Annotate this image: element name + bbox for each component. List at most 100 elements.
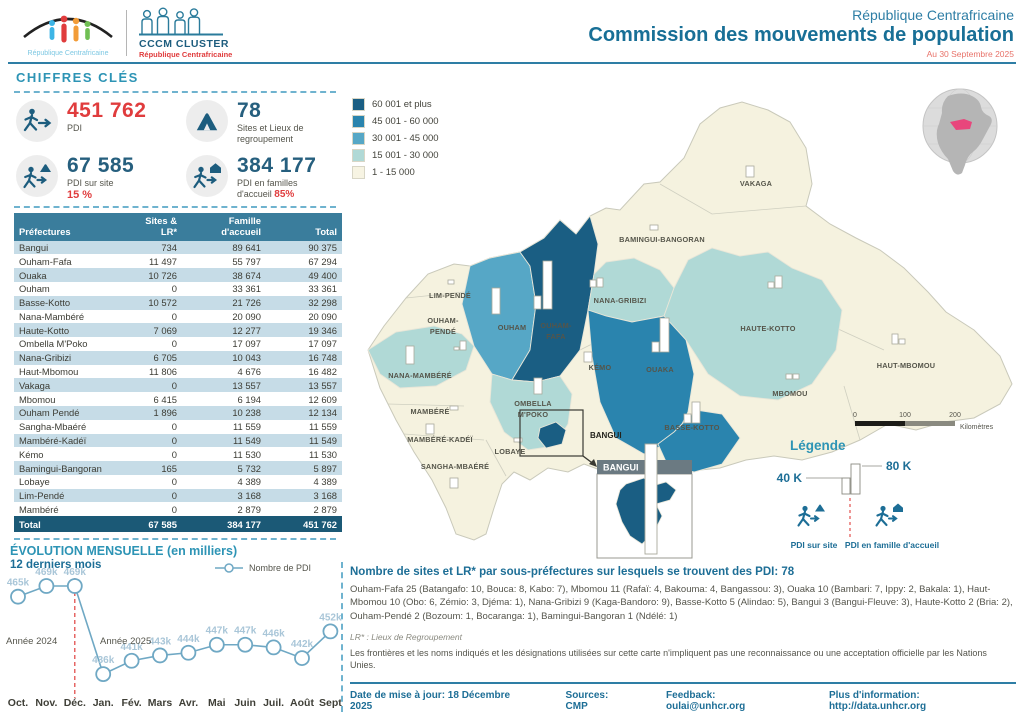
map-label-vakaga: VAKAGA [740,179,773,188]
table-cell: 16 482 [308,366,337,378]
x-axis-label: Juin [234,697,256,709]
table-cell: 0 [171,379,177,391]
legend-swatch [352,166,365,179]
pdi-trend-chart: 465k Oct. 469k Nov. 469k Déc. 436k Jan. 441k Fév.… [6,567,342,709]
sites-note-detail: Ouham-Fafa 25 (Batangafo: 10, Bouca: 8, … [350,584,1013,622]
chart-point [237,636,254,653]
table-cell: 4 389 [237,476,261,488]
map-label-bamingui-bangoran: BAMINGUI-BANGORAN [619,235,705,244]
table-cell: Ouham Pendé [19,407,80,419]
table-cell: 5 897 [313,462,337,474]
total-label: Total [14,516,126,533]
chart-point [38,578,55,594]
table-cell: 6 194 [237,393,261,405]
car-highlight [950,119,972,130]
table-cell: 11 806 [149,366,177,378]
table-cell: 20 090 [232,310,261,322]
table-cell: 165 [161,462,177,474]
footer-info-link[interactable]: Plus d'information: http://data.unhcr.or… [828,690,927,712]
table-cell: Ouaka [19,269,47,281]
table-cell: 11 549 [309,434,337,446]
legend-swatch [352,115,365,128]
map-label-ouham-fafa-2: FAFA [546,332,566,341]
table-cell: Nana-Gribizi [19,352,72,364]
table-cell: 33 361 [232,283,261,295]
x-axis-label: Oct. [8,697,29,709]
sites-count-value: 78 [237,99,262,122]
cccm-logo-title: CCCM CLUSTER [139,38,229,50]
point-value-label: 447k [206,626,229,637]
pdi-famille-legend-icon [875,503,903,527]
table-cell: Ouham [19,283,50,295]
point-value-label: 441k [120,642,143,653]
choropleth-legend-item: 45 001 - 60 000 [352,113,439,130]
bangui-focus-box [519,409,584,457]
chart-point [294,650,310,666]
pdi-total-value: 451 762 [67,99,147,122]
map-label-sangha-mbaere: SANGHA-MBAÉRÉ [421,462,489,471]
car-choropleth-map: LIM-PENDÉ OUHAM- PENDÉ OUHAM OUHAM- FAFA… [367,88,1013,559]
table-cell: 5 732 [237,462,261,474]
table-cell: 6 705 [153,352,177,364]
x-axis-label: Mars [148,697,173,709]
rca-government-logo: République Centrafricaine [23,15,113,57]
scale-tick-200: 200 [949,412,961,419]
dashed-separator [14,538,336,540]
pdi-famille-value: 384 177 [237,154,317,177]
table-cell: 12 609 [308,393,337,405]
legend-label: 15 001 - 30 000 [372,150,439,161]
table-cell: 67 294 [308,255,337,267]
table-row: Bangui 734 89 641 90 375 [14,240,342,255]
shelter-icon [186,100,228,142]
x-axis-label: Nov. [35,697,57,709]
table-cell: 6 415 [153,393,177,405]
table-cell: 49 400 [308,269,337,281]
legend-swatch [352,132,365,145]
table-cell: 89 641 [232,242,261,254]
map-label-mambere: MAMBÉRÉ [410,407,449,416]
table-cell: Bangui [19,242,49,254]
x-axis-label: Déc. [64,697,86,709]
dashed-separator [14,206,336,208]
table-row: Ouaka 10 726 38 674 49 400 [14,268,342,282]
table-row: Lim-Pendé 0 3 168 3 168 [14,488,342,503]
logo-divider [126,10,127,56]
table-cell: Mbomou [19,393,56,405]
key-figures-title: CHIFFRES CLÉS [16,70,139,85]
table-cell: 0 [171,476,177,488]
table-cell: Sangha-Mbaéré [19,421,87,433]
table-total-row: Total 67 585 384 177 451 762 [14,516,342,533]
table-cell: 3 168 [313,490,337,502]
rca-logo-caption: République Centrafricaine [28,50,109,57]
map-scale-bar: 0 100 200 Kilomètres [853,412,994,431]
table-cell: 734 [161,242,177,254]
legend-label: 1 - 15 000 [372,167,415,178]
table-cell: Ouham-Fafa [19,255,72,267]
key-figure-sites: 78 Sites et Lieux de regroupement [186,100,304,145]
table-cell: 11 549 [233,434,261,446]
point-value-label: 469k [64,567,87,578]
table-cell: 11 559 [233,421,261,433]
sites-notes-block: Nombre de sites et LR* par sous-préfectu… [350,566,1016,671]
map-label-ouaka: OUAKA [646,365,674,374]
table-cell: Bamingui-Bangoran [19,462,102,474]
bangui-inset: BANGUI [596,443,693,559]
x-axis-label: Avr. [179,697,199,709]
pdi-site-label: PDI sur site [67,178,114,188]
table-cell: 90 375 [308,242,337,254]
table-cell: Haute-Kotto [19,324,70,336]
table-row: Ouham-Fafa 11 497 55 797 67 294 [14,254,342,268]
header-rule [8,62,1016,64]
table-cell: Basse-Kotto [19,297,71,309]
table-row: Sangha-Mbaéré 0 11 559 11 559 [14,420,342,434]
table-cell: 16 748 [308,352,337,364]
table-cell: 2 879 [237,503,261,515]
col-header-sites: Sites & LR* [126,213,182,241]
footer-feedback-email[interactable]: Feedback: oulai@unhcr.org [666,690,746,712]
table-row: Basse-Kotto 10 572 21 726 32 298 [14,295,342,310]
table-row: Mambéré 0 2 879 2 879 [14,502,342,516]
choropleth-legend-item: 1 - 15 000 [352,164,439,181]
idp-to-house-icon [186,155,228,197]
region-nana-mambere [367,325,475,389]
legend-label: 60 001 et plus [372,99,432,110]
